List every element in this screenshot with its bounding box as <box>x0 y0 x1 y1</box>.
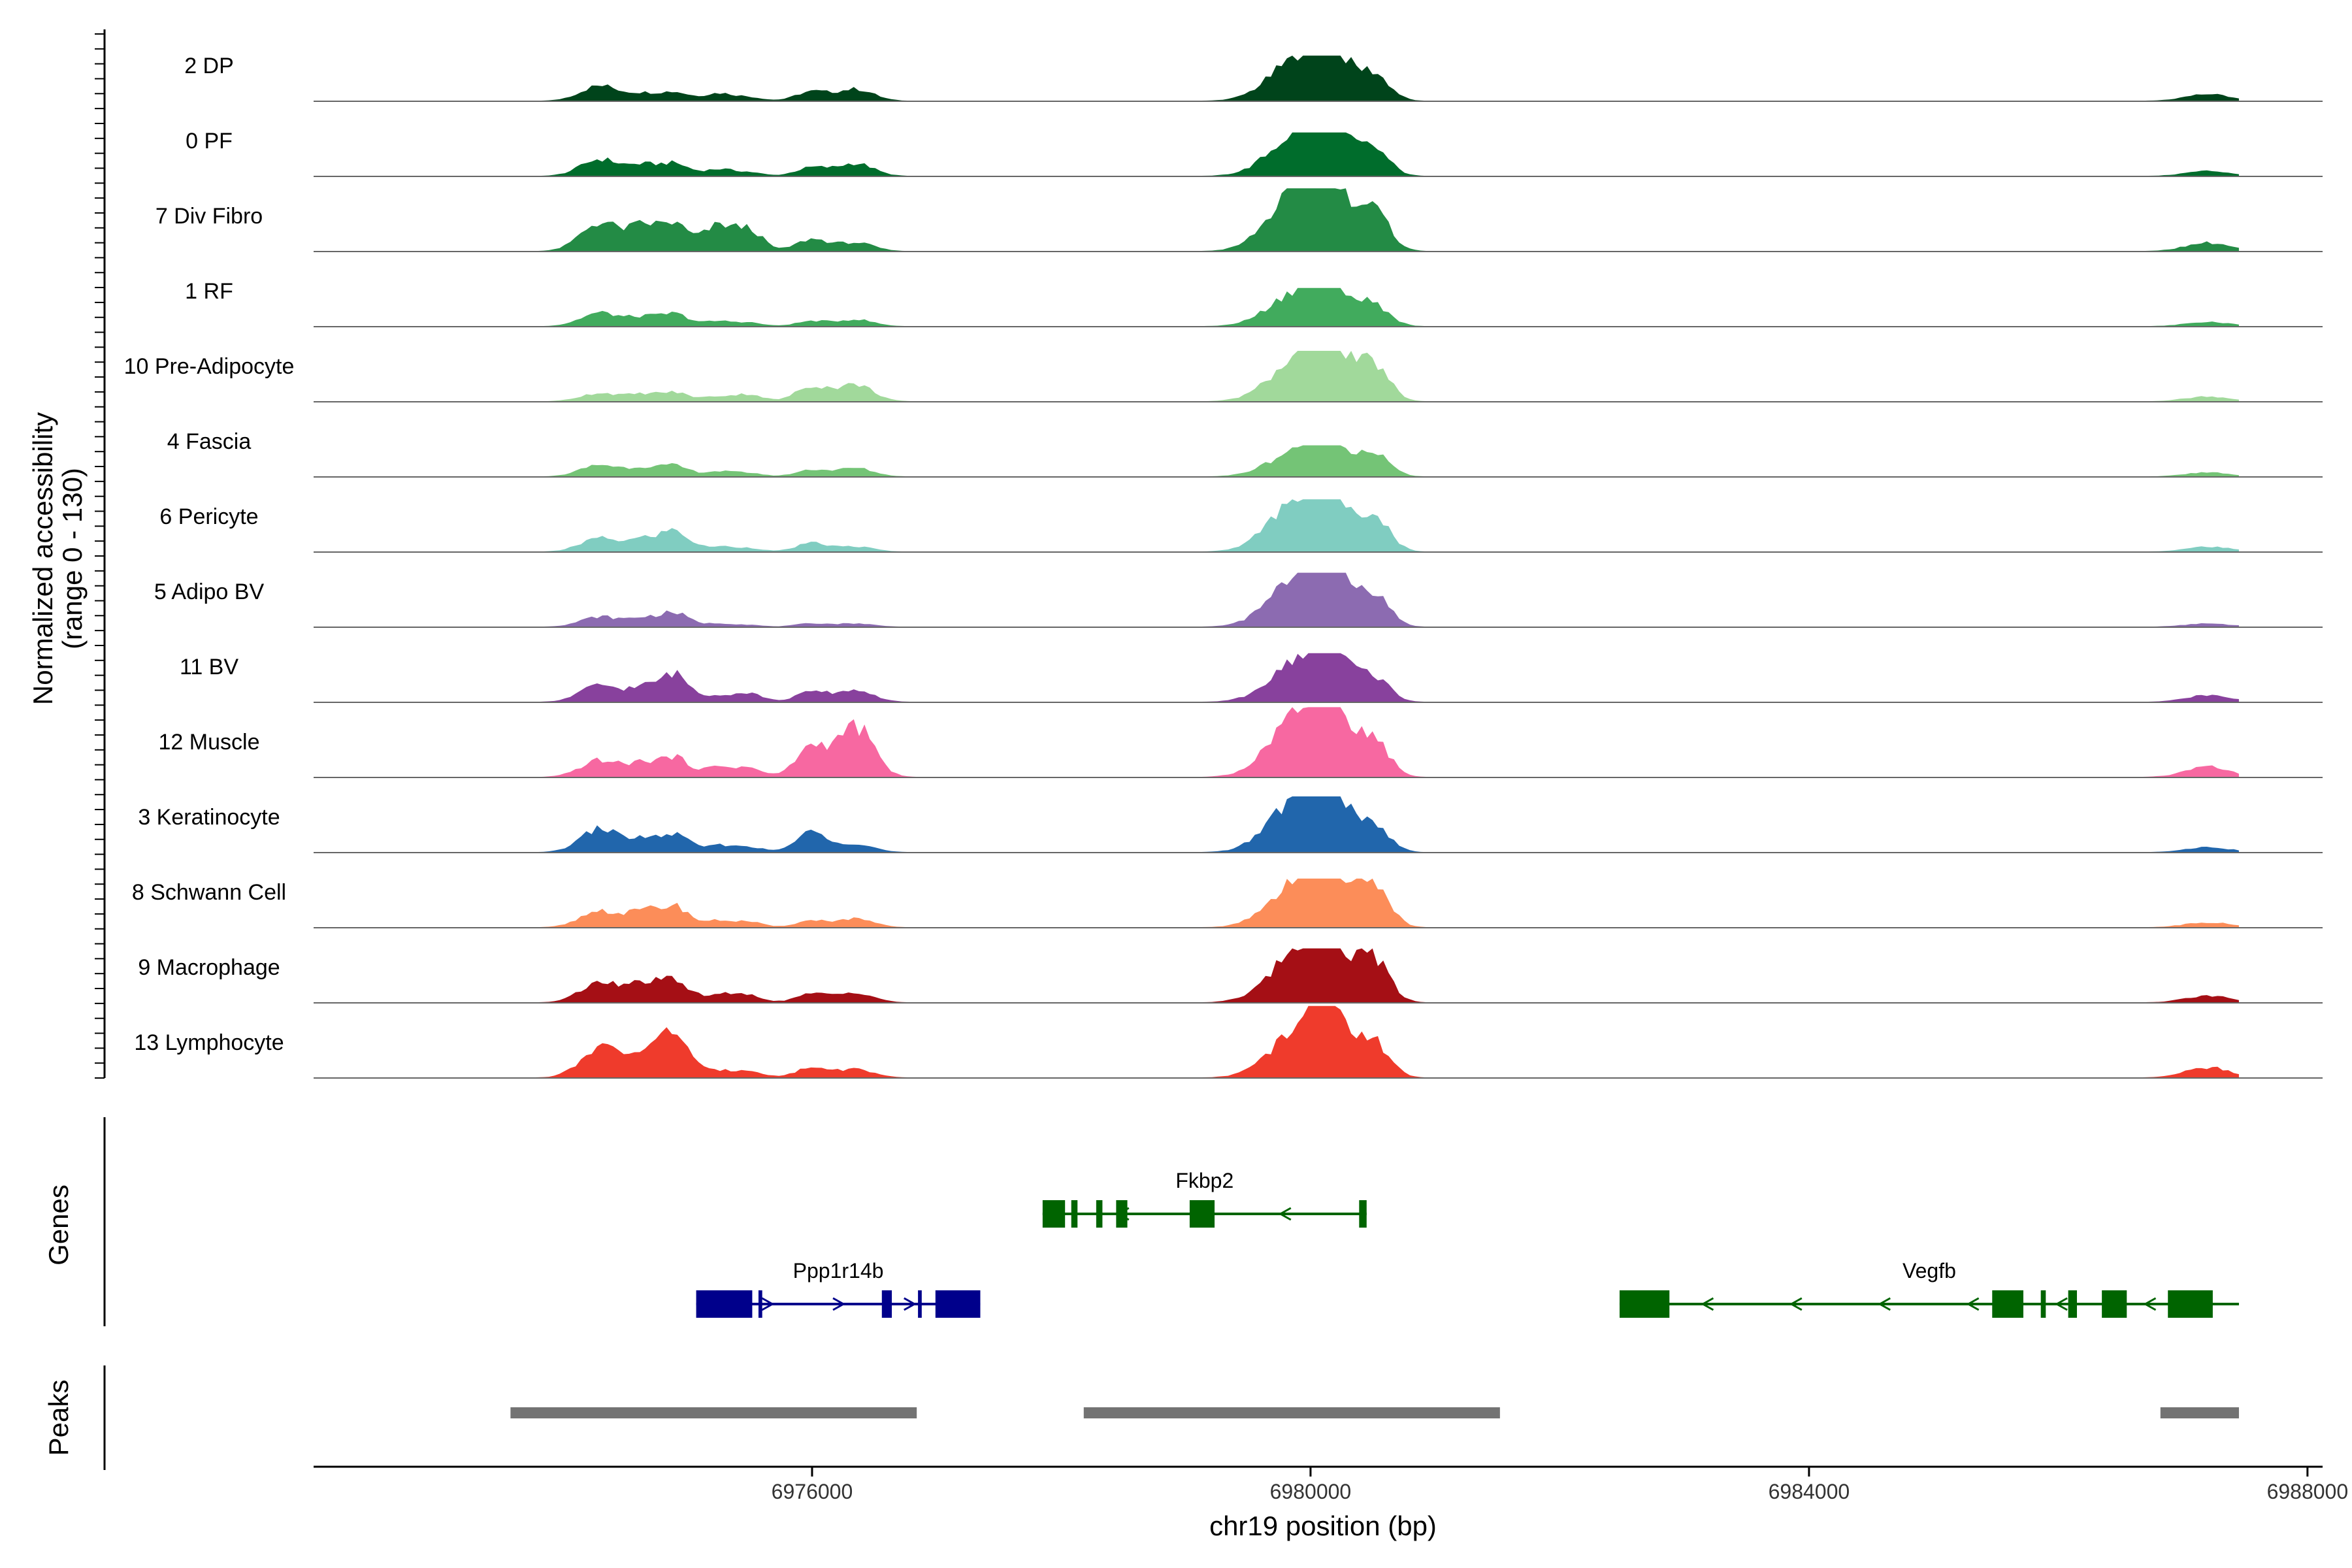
y-axis-subtitle: (range 0 - 130) <box>57 468 88 649</box>
track-label: 3 Keratinocyte <box>138 805 280 830</box>
gene-strand-arrow <box>1878 1297 1891 1311</box>
coverage-area <box>314 1005 2239 1078</box>
peaks-panel <box>510 1407 2239 1418</box>
track-label: 11 BV <box>180 655 238 679</box>
peak-bar <box>1083 1407 1500 1418</box>
coverage-area <box>314 948 2239 1003</box>
gene-exon <box>1096 1200 1103 1228</box>
track-label: 1 RF <box>185 279 233 304</box>
coverage-area <box>314 351 2239 402</box>
gene-strand-arrow <box>2143 1297 2157 1311</box>
gene-exon <box>2040 1290 2046 1318</box>
x-axis-title: chr19 position (bp) <box>1209 1511 1437 1541</box>
gene-strand-arrow <box>1278 1207 1292 1221</box>
x-tick-label: 6980000 <box>1270 1480 1352 1503</box>
gene-strand-arrow <box>1701 1297 1714 1311</box>
y-axis-title: Normalized accessibility <box>27 412 58 705</box>
gene-exon <box>881 1290 892 1318</box>
gene-exon <box>2102 1290 2127 1318</box>
gene-exon <box>2068 1290 2077 1318</box>
gene-strand-arrow <box>1966 1297 1980 1311</box>
gene-exon <box>2168 1290 2213 1318</box>
coverage-area <box>314 56 2239 101</box>
coverage-area <box>314 132 2239 176</box>
peaks-panel-title: Peaks <box>43 1380 74 1456</box>
gene-strand-arrow <box>1789 1297 1803 1311</box>
gene-exon <box>1189 1200 1215 1228</box>
gene-exon <box>1619 1290 1670 1318</box>
gene-strand-arrow <box>761 1297 775 1311</box>
coverage-area <box>314 878 2239 928</box>
track-label: 0 PF <box>186 129 233 154</box>
gene-exon <box>1359 1200 1367 1228</box>
gene-strand-arrow <box>832 1297 846 1311</box>
track-label: 13 Lymphocyte <box>134 1030 284 1055</box>
coverage-area <box>314 499 2239 552</box>
coverage-area <box>314 796 2239 853</box>
gene-strand-arrow <box>2055 1297 2068 1311</box>
x-tick-label: 6984000 <box>1769 1480 1850 1503</box>
peak-bar <box>2160 1407 2239 1418</box>
x-tick-label: 6976000 <box>772 1480 853 1503</box>
left-axis-group <box>95 29 106 1470</box>
gene-exon <box>918 1290 922 1318</box>
gene-exon <box>1071 1200 1078 1228</box>
track-label: 8 Schwann Cell <box>132 880 286 905</box>
gene-exon <box>758 1290 762 1318</box>
track-label: 6 Pericyte <box>159 504 258 529</box>
coverage-area <box>314 287 2239 327</box>
gene-label: Vegfb <box>1903 1259 1956 1282</box>
x-tick-label: 6988000 <box>2267 1480 2349 1503</box>
gene-strand-arrow <box>904 1297 917 1311</box>
coverage-area <box>314 188 2239 252</box>
gene-label: Ppp1r14b <box>793 1259 884 1282</box>
coverage-area <box>314 572 2239 627</box>
gene-exon <box>1992 1290 2023 1318</box>
gene-exon <box>696 1290 753 1318</box>
coverage-area <box>314 445 2239 477</box>
coverage-area <box>314 653 2239 702</box>
genes-panel: Fkbp2 Ppp1r14b Vegfb <box>696 1169 2239 1318</box>
gene-exon <box>1116 1200 1128 1228</box>
track-label: 7 Div Fibro <box>155 204 263 229</box>
track-label: 12 Muscle <box>159 730 260 755</box>
track-label: 10 Pre-Adipocyte <box>124 354 295 379</box>
coverage-tracks: 2 DP 0 PF 7 Div Fibro 1 RF 10 Pre-Adipocyte 4… <box>124 54 2323 1079</box>
gene-label: Fkbp2 <box>1175 1169 1233 1192</box>
gene-exon <box>935 1290 981 1318</box>
track-label: 4 Fascia <box>167 429 252 454</box>
coverage-area <box>314 707 2239 777</box>
peak-bar <box>510 1407 917 1418</box>
genes-panel-title: Genes <box>43 1184 74 1266</box>
track-label: 5 Adipo BV <box>154 580 265 604</box>
track-label: 9 Macrophage <box>138 955 280 980</box>
x-axis: 6976000 6980000 6984000 6988000 <box>314 1465 2349 1503</box>
gene-exon <box>1042 1200 1066 1228</box>
track-label: 2 DP <box>184 54 234 78</box>
